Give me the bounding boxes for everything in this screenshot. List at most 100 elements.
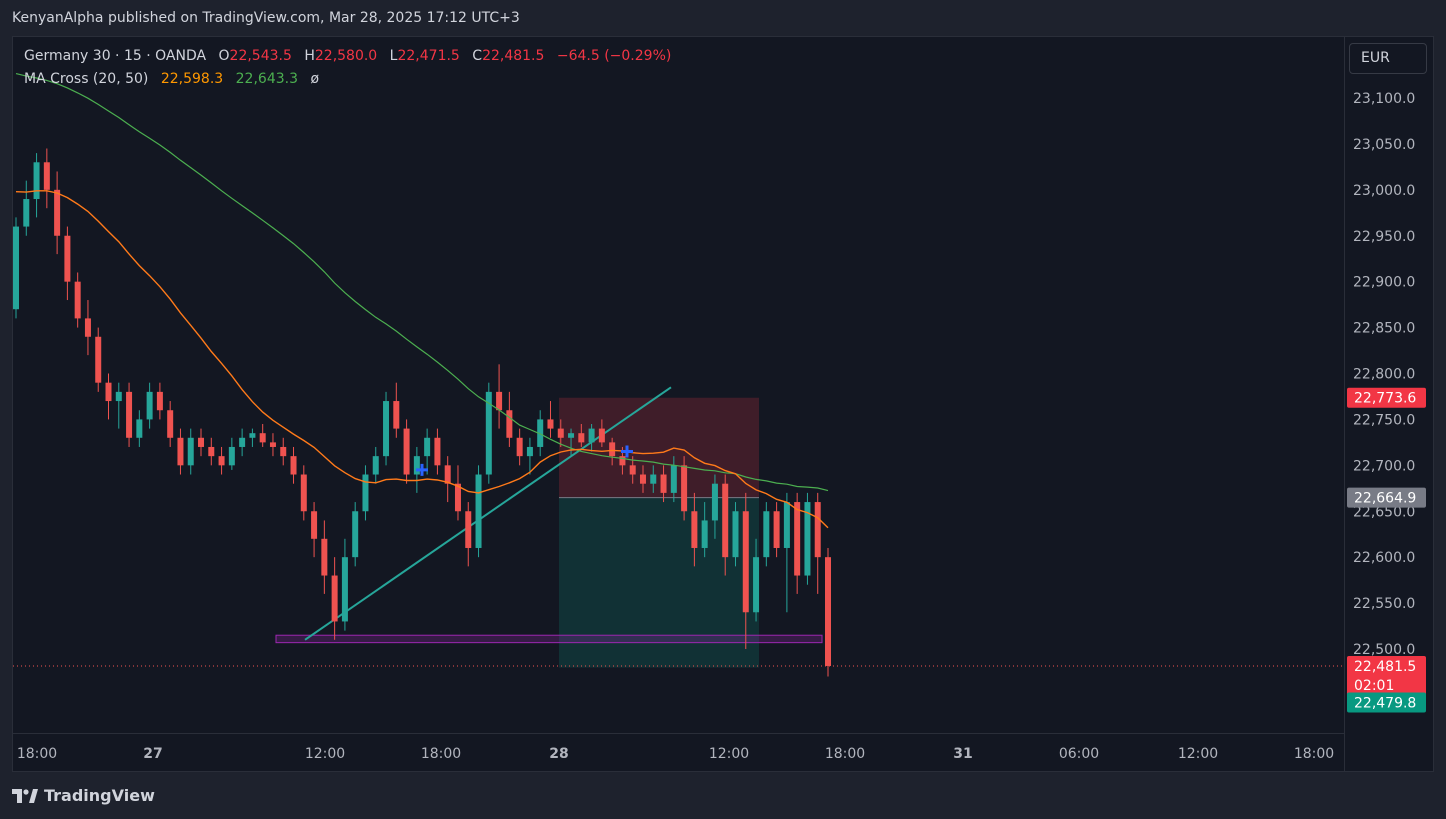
candle-body[interactable] bbox=[341, 557, 348, 622]
candle-body[interactable] bbox=[496, 391, 503, 411]
ma-fast-line[interactable] bbox=[15, 190, 829, 529]
candle-body[interactable] bbox=[537, 419, 544, 447]
candle-body[interactable] bbox=[516, 437, 523, 457]
candle-body[interactable] bbox=[43, 162, 50, 190]
candle-body[interactable] bbox=[280, 446, 287, 457]
candle-body[interactable] bbox=[362, 474, 369, 512]
candle-body[interactable] bbox=[84, 318, 91, 337]
candle-body[interactable] bbox=[650, 474, 657, 484]
candle-body[interactable] bbox=[74, 281, 81, 319]
candle-body[interactable] bbox=[660, 474, 667, 493]
indicator-name[interactable]: MA Cross (20, 50) bbox=[24, 71, 149, 87]
x-tick-label: 18:00 bbox=[825, 746, 865, 762]
candle-body[interactable] bbox=[578, 433, 585, 443]
tradingview-logo-icon bbox=[12, 788, 38, 803]
candle-body[interactable] bbox=[465, 511, 472, 548]
candle-body[interactable] bbox=[598, 428, 605, 443]
candle-body[interactable] bbox=[639, 474, 646, 484]
candle-body[interactable] bbox=[23, 199, 30, 227]
candle-body[interactable] bbox=[732, 511, 739, 558]
candle-body[interactable] bbox=[198, 437, 205, 447]
tradingview-logo[interactable]: TradingView bbox=[12, 786, 155, 805]
candle-body[interactable] bbox=[156, 391, 163, 411]
indicator-visibility-toggle[interactable]: ø bbox=[310, 71, 320, 87]
ma-slow-line[interactable] bbox=[15, 73, 829, 492]
candle-body[interactable] bbox=[629, 465, 636, 475]
candle-body[interactable] bbox=[33, 162, 40, 200]
candle-body[interactable] bbox=[742, 511, 749, 613]
candle-body[interactable] bbox=[711, 483, 718, 521]
y-tick-label: 23,000.0 bbox=[1353, 183, 1415, 199]
candle-body[interactable] bbox=[814, 502, 821, 558]
candle-body[interactable] bbox=[372, 456, 379, 475]
candle-body[interactable] bbox=[136, 419, 143, 438]
candle-body[interactable] bbox=[763, 511, 770, 558]
candle-body[interactable] bbox=[722, 483, 729, 558]
price-plot-area[interactable] bbox=[13, 37, 1343, 733]
candle-body[interactable] bbox=[393, 401, 400, 429]
candle-body[interactable] bbox=[105, 382, 112, 402]
candle-body[interactable] bbox=[526, 446, 533, 457]
currency-button[interactable]: EUR bbox=[1349, 43, 1427, 74]
candle-body[interactable] bbox=[783, 502, 790, 548]
candle-body[interactable] bbox=[609, 442, 616, 457]
candle-body[interactable] bbox=[794, 502, 801, 576]
candle-body[interactable] bbox=[804, 502, 811, 576]
candle-body[interactable] bbox=[321, 538, 328, 576]
candle-body[interactable] bbox=[701, 520, 708, 548]
ma-cross-marker bbox=[416, 463, 428, 476]
candle-body[interactable] bbox=[249, 433, 256, 438]
candle-body[interactable] bbox=[126, 391, 133, 438]
trendline[interactable] bbox=[304, 386, 672, 641]
candle-body[interactable] bbox=[691, 511, 698, 548]
low-label: L bbox=[389, 48, 398, 64]
candle-body[interactable] bbox=[434, 437, 441, 466]
support-zone[interactable] bbox=[275, 634, 823, 644]
candle-body[interactable] bbox=[485, 391, 492, 475]
candle-body[interactable] bbox=[588, 428, 595, 443]
candle-body[interactable] bbox=[259, 433, 266, 443]
candle-body[interactable] bbox=[403, 428, 410, 475]
candle-body[interactable] bbox=[228, 446, 235, 466]
candle-body[interactable] bbox=[506, 410, 513, 438]
symbol-label[interactable]: Germany 30 · 15 · OANDA bbox=[24, 48, 207, 64]
time-scale[interactable]: 18:00 27 12:00 18:00 28 12:00 18:00 31 06:00 12:0… bbox=[13, 734, 1344, 771]
candle-body[interactable] bbox=[13, 226, 19, 310]
candle-body[interactable] bbox=[557, 428, 564, 438]
candle-body[interactable] bbox=[383, 401, 390, 457]
candle-body[interactable] bbox=[290, 456, 297, 475]
candle-body[interactable] bbox=[619, 456, 626, 466]
candle-body[interactable] bbox=[681, 465, 688, 512]
candle-body[interactable] bbox=[239, 437, 246, 447]
candle-body[interactable] bbox=[475, 474, 482, 548]
candle-body[interactable] bbox=[352, 511, 359, 558]
candle-body[interactable] bbox=[424, 437, 431, 457]
stop-loss-zone[interactable] bbox=[559, 397, 759, 498]
candle-body[interactable] bbox=[208, 446, 215, 457]
candle-body[interactable] bbox=[773, 511, 780, 548]
candle-body[interactable] bbox=[269, 442, 276, 447]
candle-body[interactable] bbox=[825, 557, 831, 666]
candle-body[interactable] bbox=[413, 456, 420, 475]
candle-body[interactable] bbox=[187, 437, 194, 466]
candle-body[interactable] bbox=[311, 511, 318, 539]
price-scale[interactable]: 23,100.0 23,050.0 23,000.0 22,950.0 22,900.0… bbox=[1345, 37, 1433, 733]
candle-body[interactable] bbox=[218, 456, 225, 466]
close-label: C bbox=[472, 48, 483, 64]
candle-body[interactable] bbox=[670, 465, 677, 493]
candle-body[interactable] bbox=[753, 557, 760, 613]
candle-body[interactable] bbox=[300, 474, 307, 512]
price-tag-last bbox=[1347, 655, 1426, 696]
candle-body[interactable] bbox=[177, 437, 184, 466]
candle-body[interactable] bbox=[444, 465, 451, 484]
candle-body[interactable] bbox=[54, 189, 61, 236]
candle-body[interactable] bbox=[454, 483, 461, 512]
candle-body[interactable] bbox=[568, 433, 575, 438]
candle-body[interactable] bbox=[146, 391, 153, 420]
candle-body[interactable] bbox=[547, 419, 554, 429]
candle-body[interactable] bbox=[331, 575, 338, 622]
candle-body[interactable] bbox=[115, 391, 122, 402]
candle-body[interactable] bbox=[95, 336, 102, 383]
candle-body[interactable] bbox=[64, 235, 71, 282]
candle-body[interactable] bbox=[167, 410, 174, 438]
